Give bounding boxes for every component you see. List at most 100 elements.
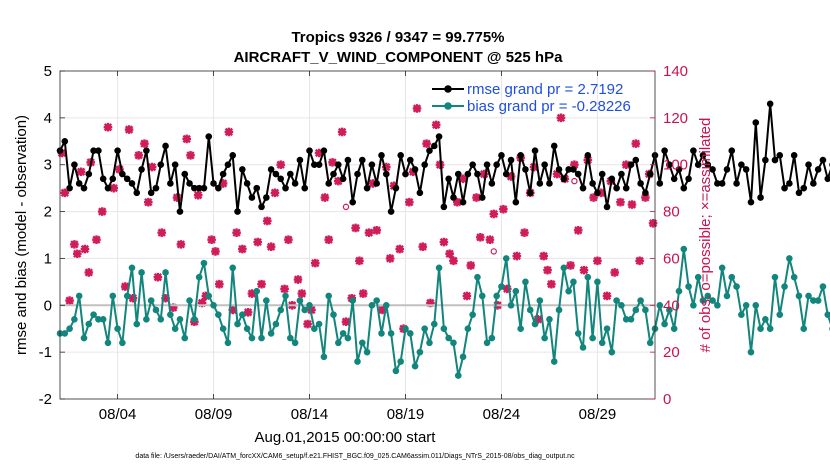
rmse-point — [613, 184, 620, 192]
bias-point — [325, 292, 333, 300]
rmse-point — [253, 184, 261, 192]
bias-point — [311, 325, 318, 333]
rmse-point — [219, 170, 227, 178]
obs-assimilated-glyph — [395, 244, 405, 254]
bias-point — [738, 311, 745, 318]
rmse-point — [167, 180, 174, 187]
bias-point — [680, 245, 688, 253]
chart-title-line2: AIRCRAFT_V_WIND_COMPONENT @ 525 hPa — [234, 49, 564, 66]
rmse-point — [363, 184, 371, 192]
obs-assimilated-glyph — [297, 289, 307, 298]
bias-point — [114, 325, 121, 333]
obs-assimilated-glyph — [157, 228, 167, 237]
bias-point — [109, 292, 117, 300]
bias-point — [747, 348, 755, 356]
obs-assimilated-marker — [539, 251, 548, 261]
rmse-point — [517, 152, 524, 159]
rmse-point — [502, 170, 510, 178]
bias-point — [536, 297, 544, 304]
bias-point — [531, 320, 539, 328]
bias-point — [709, 297, 716, 304]
rmse-point — [738, 161, 745, 169]
obs-assimilated-marker — [147, 162, 157, 172]
bias-point — [205, 292, 213, 300]
rmse-point — [627, 161, 635, 169]
bias-point — [200, 259, 208, 267]
y-axis-left-label: rmse and bias (model - observation) — [13, 115, 30, 355]
rmse-point — [114, 147, 121, 154]
obs-assimilated-glyph — [232, 228, 241, 237]
obs-assimilated-glyph — [280, 284, 289, 294]
bias-point — [728, 273, 736, 281]
bias-point — [474, 273, 481, 281]
bias-point — [589, 334, 596, 342]
y-right-tick-label: 0 — [663, 391, 671, 408]
y-right-tick-label: 60 — [663, 250, 680, 267]
bias-point — [714, 301, 721, 309]
obs-assimilated-marker — [355, 256, 364, 266]
bias-point — [742, 301, 750, 309]
obs-assimilated-marker — [232, 228, 241, 237]
obs-assimilated-marker — [215, 279, 224, 289]
bias-point — [315, 320, 323, 328]
rmse-point — [699, 152, 707, 159]
rmse-point — [315, 161, 323, 169]
bias-line — [60, 248, 830, 377]
rmse-point — [771, 156, 779, 164]
rmse-point — [541, 161, 548, 169]
bias-point — [690, 301, 697, 309]
obs-assimilated-glyph — [499, 204, 508, 214]
obs-assimilated-marker — [485, 235, 495, 244]
legend-marker-rmse — [444, 85, 452, 93]
obs-assimilated-marker — [395, 244, 405, 254]
bias-point — [85, 320, 93, 328]
bias-point — [157, 316, 165, 323]
rmse-point — [570, 166, 577, 173]
obs-assimilated-marker — [520, 228, 529, 237]
bias-point — [71, 316, 78, 323]
obs-assimilated-marker — [502, 284, 512, 294]
obs-assimilated-marker — [207, 235, 216, 244]
obs-assimilated-marker — [627, 200, 637, 209]
obs-assimilated-glyph — [566, 261, 575, 270]
legend-entry-rmse: rmse grand pr = 2.7192 — [432, 81, 623, 98]
obs-assimilated-marker — [412, 104, 422, 113]
bias-point — [526, 306, 534, 314]
obs-assimilated-marker — [512, 251, 522, 261]
bias-point — [95, 316, 102, 323]
rmse-point — [810, 180, 817, 187]
obs-assimilated-marker — [422, 139, 431, 148]
rmse-point — [191, 184, 198, 192]
obs-assimilated-glyph — [72, 249, 82, 259]
obs-assimilated-glyph — [358, 289, 368, 298]
bias-point — [397, 358, 404, 365]
rmse-point — [637, 180, 644, 187]
rmse-point — [358, 156, 366, 164]
rmse-point — [75, 180, 83, 187]
obs-assimilated-marker — [168, 303, 178, 312]
y-axis-right-ticks: 0 20 40 60 80 100 120 140 — [650, 63, 688, 408]
rmse-point — [430, 142, 438, 150]
rmse-point — [258, 203, 265, 211]
obs-assimilated-marker — [266, 242, 276, 252]
obs-assimilated-glyph — [128, 293, 138, 303]
bias-point — [699, 297, 707, 304]
rmse-point — [373, 180, 380, 187]
obs-count-markers — [57, 104, 658, 334]
y-axis-left-ticks: -2 -1 0 1 2 3 4 5 — [39, 63, 65, 408]
bias-point — [498, 283, 505, 290]
obs-assimilated-marker — [566, 261, 575, 270]
rmse-point — [157, 161, 165, 169]
obs-assimilated-marker — [262, 216, 272, 226]
obs-assimilated-marker — [596, 188, 606, 198]
obs-assimilated-marker — [489, 209, 499, 219]
obs-assimilated-marker — [547, 279, 556, 289]
obs-assimilated-marker — [458, 174, 468, 184]
legend-label-bias: bias grand pr = -0.28226 — [467, 98, 631, 115]
bias-point — [80, 334, 88, 342]
obs-assimilated-glyph — [405, 197, 414, 207]
rmse-point — [675, 166, 683, 173]
obs-assimilated-marker — [76, 167, 86, 177]
rmse-point — [426, 147, 433, 154]
bias-point — [646, 339, 654, 347]
